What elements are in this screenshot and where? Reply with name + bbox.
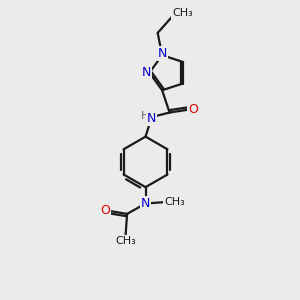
- Text: H: H: [141, 110, 149, 121]
- Text: CH₃: CH₃: [172, 8, 193, 18]
- Text: N: N: [158, 47, 167, 60]
- Text: N: N: [142, 66, 151, 79]
- Text: N: N: [141, 197, 150, 210]
- Text: O: O: [188, 103, 198, 116]
- Text: CH₃: CH₃: [164, 197, 185, 207]
- Text: O: O: [100, 204, 110, 218]
- Text: N: N: [147, 112, 156, 125]
- Text: CH₃: CH₃: [115, 236, 136, 246]
